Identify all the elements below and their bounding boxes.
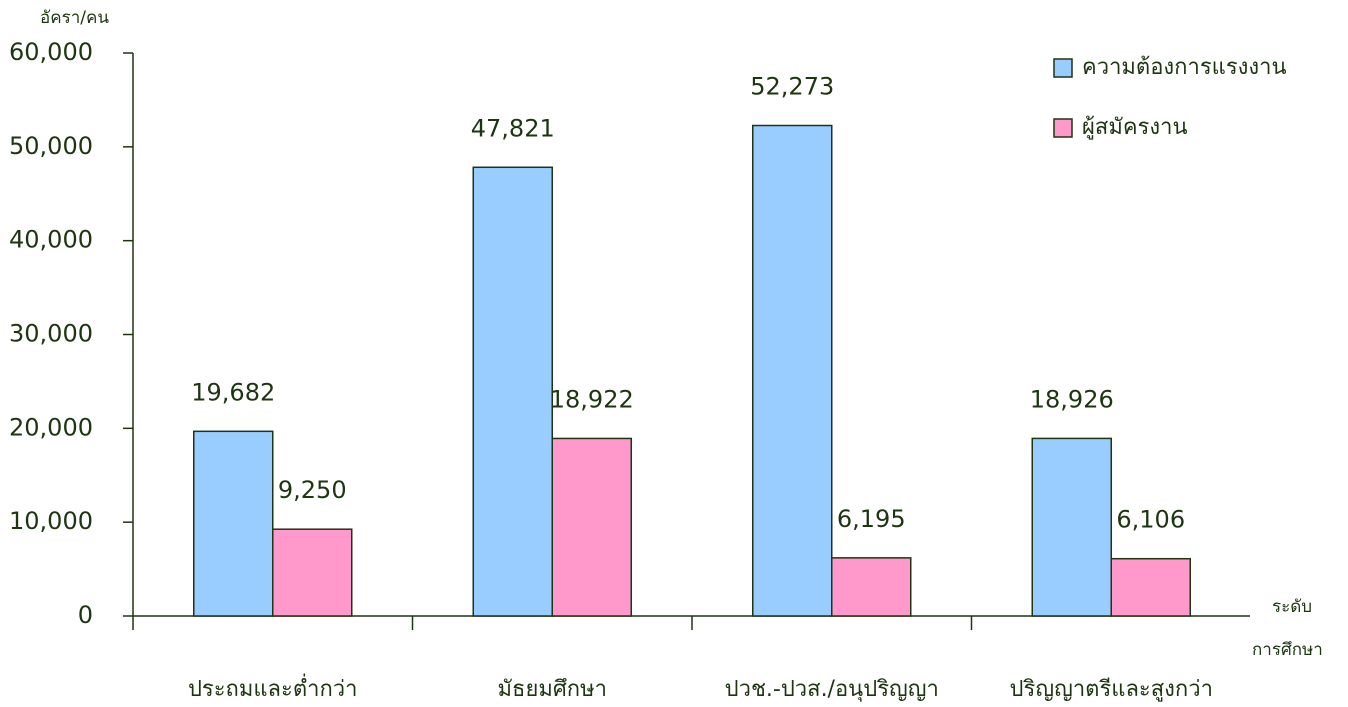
value-label: 52,273 [750, 73, 834, 101]
bar [1110, 557, 1191, 617]
value-label: 6,195 [837, 505, 906, 533]
value-label: 6,106 [1116, 506, 1185, 534]
bar [472, 166, 553, 617]
value-label: 47,821 [471, 114, 555, 142]
x-axis-label: การศึกษา [1252, 640, 1323, 660]
x-tick-label: มัธยมศึกษา [498, 677, 607, 702]
y-tick-label: 60,000 [9, 38, 93, 66]
x-axis-label: ระดับ [1272, 597, 1312, 617]
bar [193, 430, 274, 617]
value-label: 18,926 [1030, 385, 1114, 413]
value-label: 19,682 [191, 378, 275, 406]
legend-swatch [1053, 58, 1073, 78]
y-tick-label: 50,000 [9, 132, 93, 160]
x-tick-label: ปริญญาตรีและสูงกว่า [1010, 677, 1213, 702]
y-tick-label: 20,000 [9, 413, 93, 441]
legend-label: ความต้องการแรงงาน [1082, 55, 1287, 80]
value-label: 18,922 [550, 385, 634, 413]
bar [551, 437, 632, 617]
value-label: 9,250 [278, 476, 347, 504]
bar [752, 124, 833, 617]
x-tick-label: ปวช.-ปวส./อนุปริญญา [725, 677, 939, 702]
bar [1031, 437, 1112, 617]
y-tick-label: 10,000 [9, 507, 93, 535]
bar [831, 557, 912, 617]
y-tick-label: 40,000 [9, 226, 93, 254]
y-tick-label: 0 [78, 601, 93, 629]
bar [272, 528, 353, 617]
legend-label: ผู้สมัครงาน [1082, 115, 1188, 140]
x-tick-label: ประถมและต่ำกว่า [188, 673, 358, 702]
legend-swatch [1053, 118, 1073, 138]
y-tick-label: 30,000 [9, 320, 93, 348]
y-axis-label: อัครา/คน [40, 8, 109, 28]
